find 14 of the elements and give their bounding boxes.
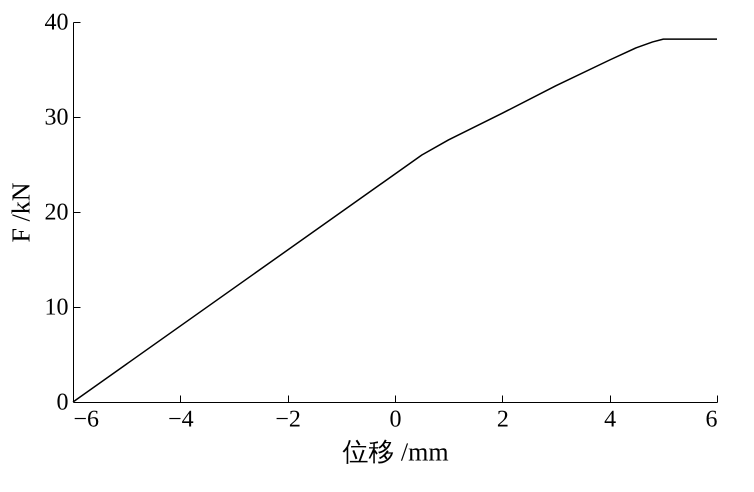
x-tick-label: 0	[390, 406, 402, 432]
y-tick-label: 40	[44, 10, 68, 36]
x-tick-label: −2	[275, 406, 301, 432]
x-tick-label: −6	[74, 406, 100, 432]
x-tick-label: 6	[706, 406, 718, 432]
x-tick-label: −4	[168, 406, 194, 432]
y-tick-label: 20	[44, 200, 68, 226]
x-tick-label: 4	[604, 406, 616, 432]
y-tick-label: 10	[44, 294, 68, 320]
y-tick-label: 0	[56, 390, 68, 416]
y-tick-label: 30	[44, 104, 68, 130]
y-axis-title: F /kN	[6, 182, 36, 242]
x-axis-title: 位移 /mm	[342, 438, 449, 466]
x-tick-label: 2	[496, 406, 509, 432]
